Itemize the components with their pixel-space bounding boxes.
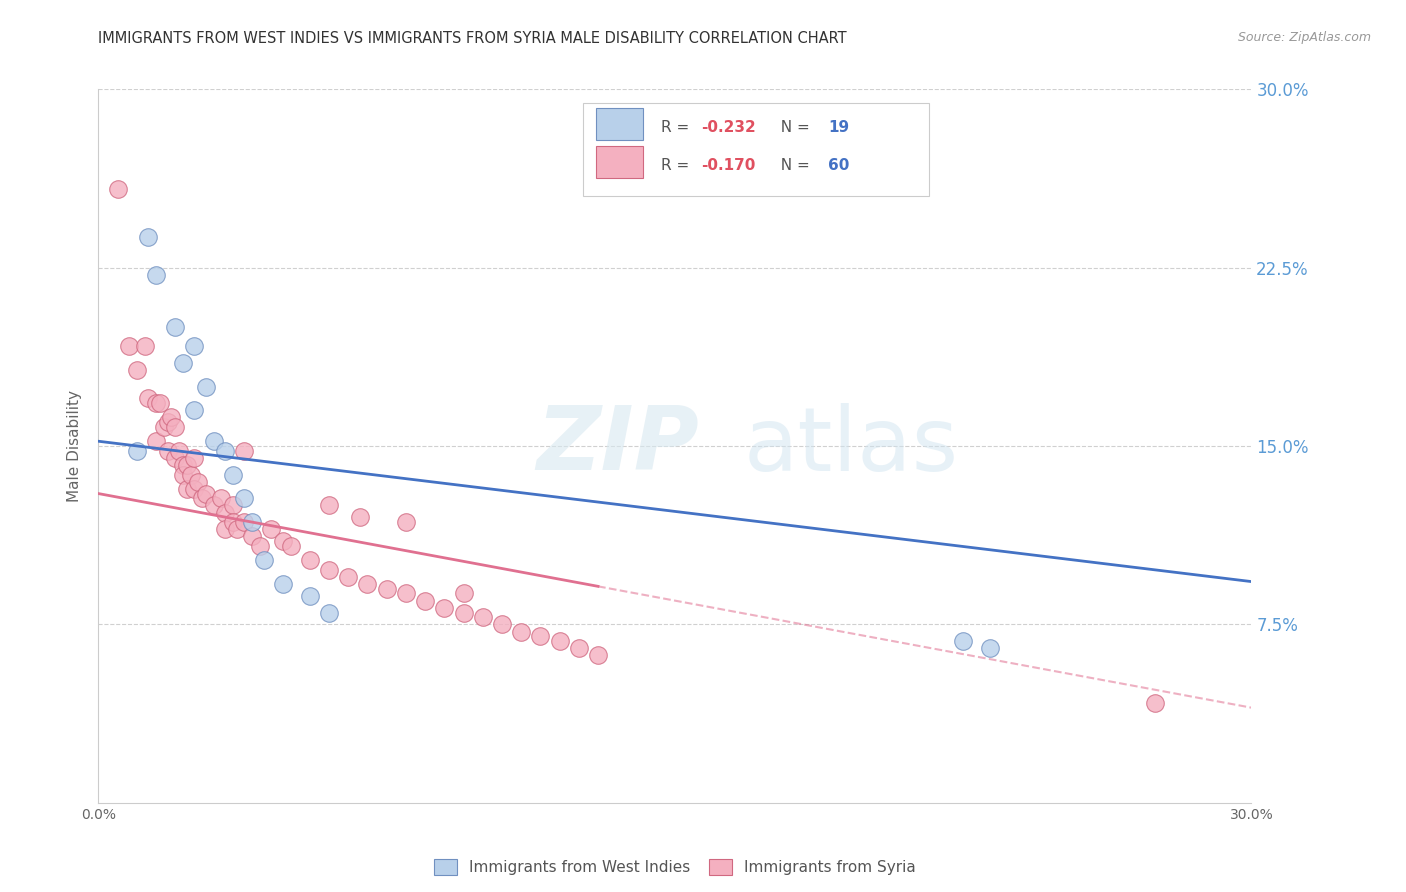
Point <box>165 320 187 334</box>
Point <box>138 392 160 406</box>
Point <box>271 577 294 591</box>
Y-axis label: Male Disability: Male Disability <box>67 390 83 502</box>
Point <box>318 606 340 620</box>
Point <box>240 529 263 543</box>
Point <box>145 434 167 449</box>
Text: IMMIGRANTS FROM WEST INDIES VS IMMIGRANTS FROM SYRIA MALE DISABILITY CORRELATION: IMMIGRANTS FROM WEST INDIES VS IMMIGRANT… <box>98 31 846 46</box>
Point <box>280 539 302 553</box>
Point <box>202 434 225 449</box>
Point <box>176 482 198 496</box>
Point <box>214 522 236 536</box>
Point <box>222 499 245 513</box>
Point <box>260 522 283 536</box>
Point <box>349 510 371 524</box>
Point <box>413 593 436 607</box>
Point <box>183 403 205 417</box>
Text: ZIP: ZIP <box>537 402 699 490</box>
Text: R =: R = <box>661 158 695 173</box>
Point <box>1144 696 1167 710</box>
Point <box>586 648 609 663</box>
Text: atlas: atlas <box>744 402 959 490</box>
Point <box>195 486 218 500</box>
Point <box>453 606 475 620</box>
Point <box>356 577 378 591</box>
Point <box>471 610 494 624</box>
Point <box>145 396 167 410</box>
Text: -0.232: -0.232 <box>702 120 756 135</box>
Point <box>125 363 148 377</box>
Point <box>337 570 360 584</box>
Point <box>395 586 418 600</box>
Point <box>152 420 174 434</box>
Point <box>202 499 225 513</box>
Point <box>548 634 571 648</box>
Point <box>298 589 321 603</box>
Point <box>214 506 236 520</box>
Point <box>318 499 340 513</box>
Text: R =: R = <box>661 120 695 135</box>
Point <box>318 563 340 577</box>
Point <box>118 339 141 353</box>
Point <box>195 379 218 393</box>
FancyBboxPatch shape <box>596 108 643 140</box>
Legend: Immigrants from West Indies, Immigrants from Syria: Immigrants from West Indies, Immigrants … <box>425 850 925 884</box>
Point <box>453 586 475 600</box>
Point <box>134 339 156 353</box>
Point <box>165 450 187 465</box>
Point <box>183 339 205 353</box>
Point <box>491 617 513 632</box>
Point <box>145 268 167 282</box>
Point <box>225 522 247 536</box>
Point <box>172 356 194 370</box>
Point <box>160 410 183 425</box>
Point <box>510 624 533 639</box>
Point <box>233 443 256 458</box>
Point <box>165 420 187 434</box>
Point <box>233 515 256 529</box>
Point <box>979 641 1001 656</box>
Point <box>209 491 232 506</box>
Text: N =: N = <box>770 120 814 135</box>
Point <box>191 491 214 506</box>
Point <box>253 553 276 567</box>
Point <box>187 475 209 489</box>
Point <box>172 458 194 472</box>
Point <box>172 467 194 482</box>
Point <box>156 443 179 458</box>
Point <box>298 553 321 567</box>
Point <box>568 641 591 656</box>
Point <box>156 415 179 429</box>
Point <box>180 467 202 482</box>
Text: 19: 19 <box>828 120 849 135</box>
Point <box>138 229 160 244</box>
Point <box>183 450 205 465</box>
FancyBboxPatch shape <box>596 146 643 178</box>
Text: Source: ZipAtlas.com: Source: ZipAtlas.com <box>1237 31 1371 45</box>
FancyBboxPatch shape <box>582 103 928 196</box>
Point <box>375 582 398 596</box>
Text: 60: 60 <box>828 158 849 173</box>
Point <box>240 515 263 529</box>
Point <box>952 634 974 648</box>
Point <box>395 515 418 529</box>
Point <box>249 539 271 553</box>
Point <box>433 600 456 615</box>
Point <box>107 182 129 196</box>
Point <box>271 534 294 549</box>
Point <box>167 443 190 458</box>
Point <box>222 467 245 482</box>
Point <box>222 515 245 529</box>
Point <box>149 396 172 410</box>
Point <box>214 443 236 458</box>
Point <box>183 482 205 496</box>
Text: -0.170: -0.170 <box>702 158 756 173</box>
Text: N =: N = <box>770 158 814 173</box>
Point <box>529 629 551 643</box>
Point <box>125 443 148 458</box>
Point <box>233 491 256 506</box>
Point <box>176 458 198 472</box>
